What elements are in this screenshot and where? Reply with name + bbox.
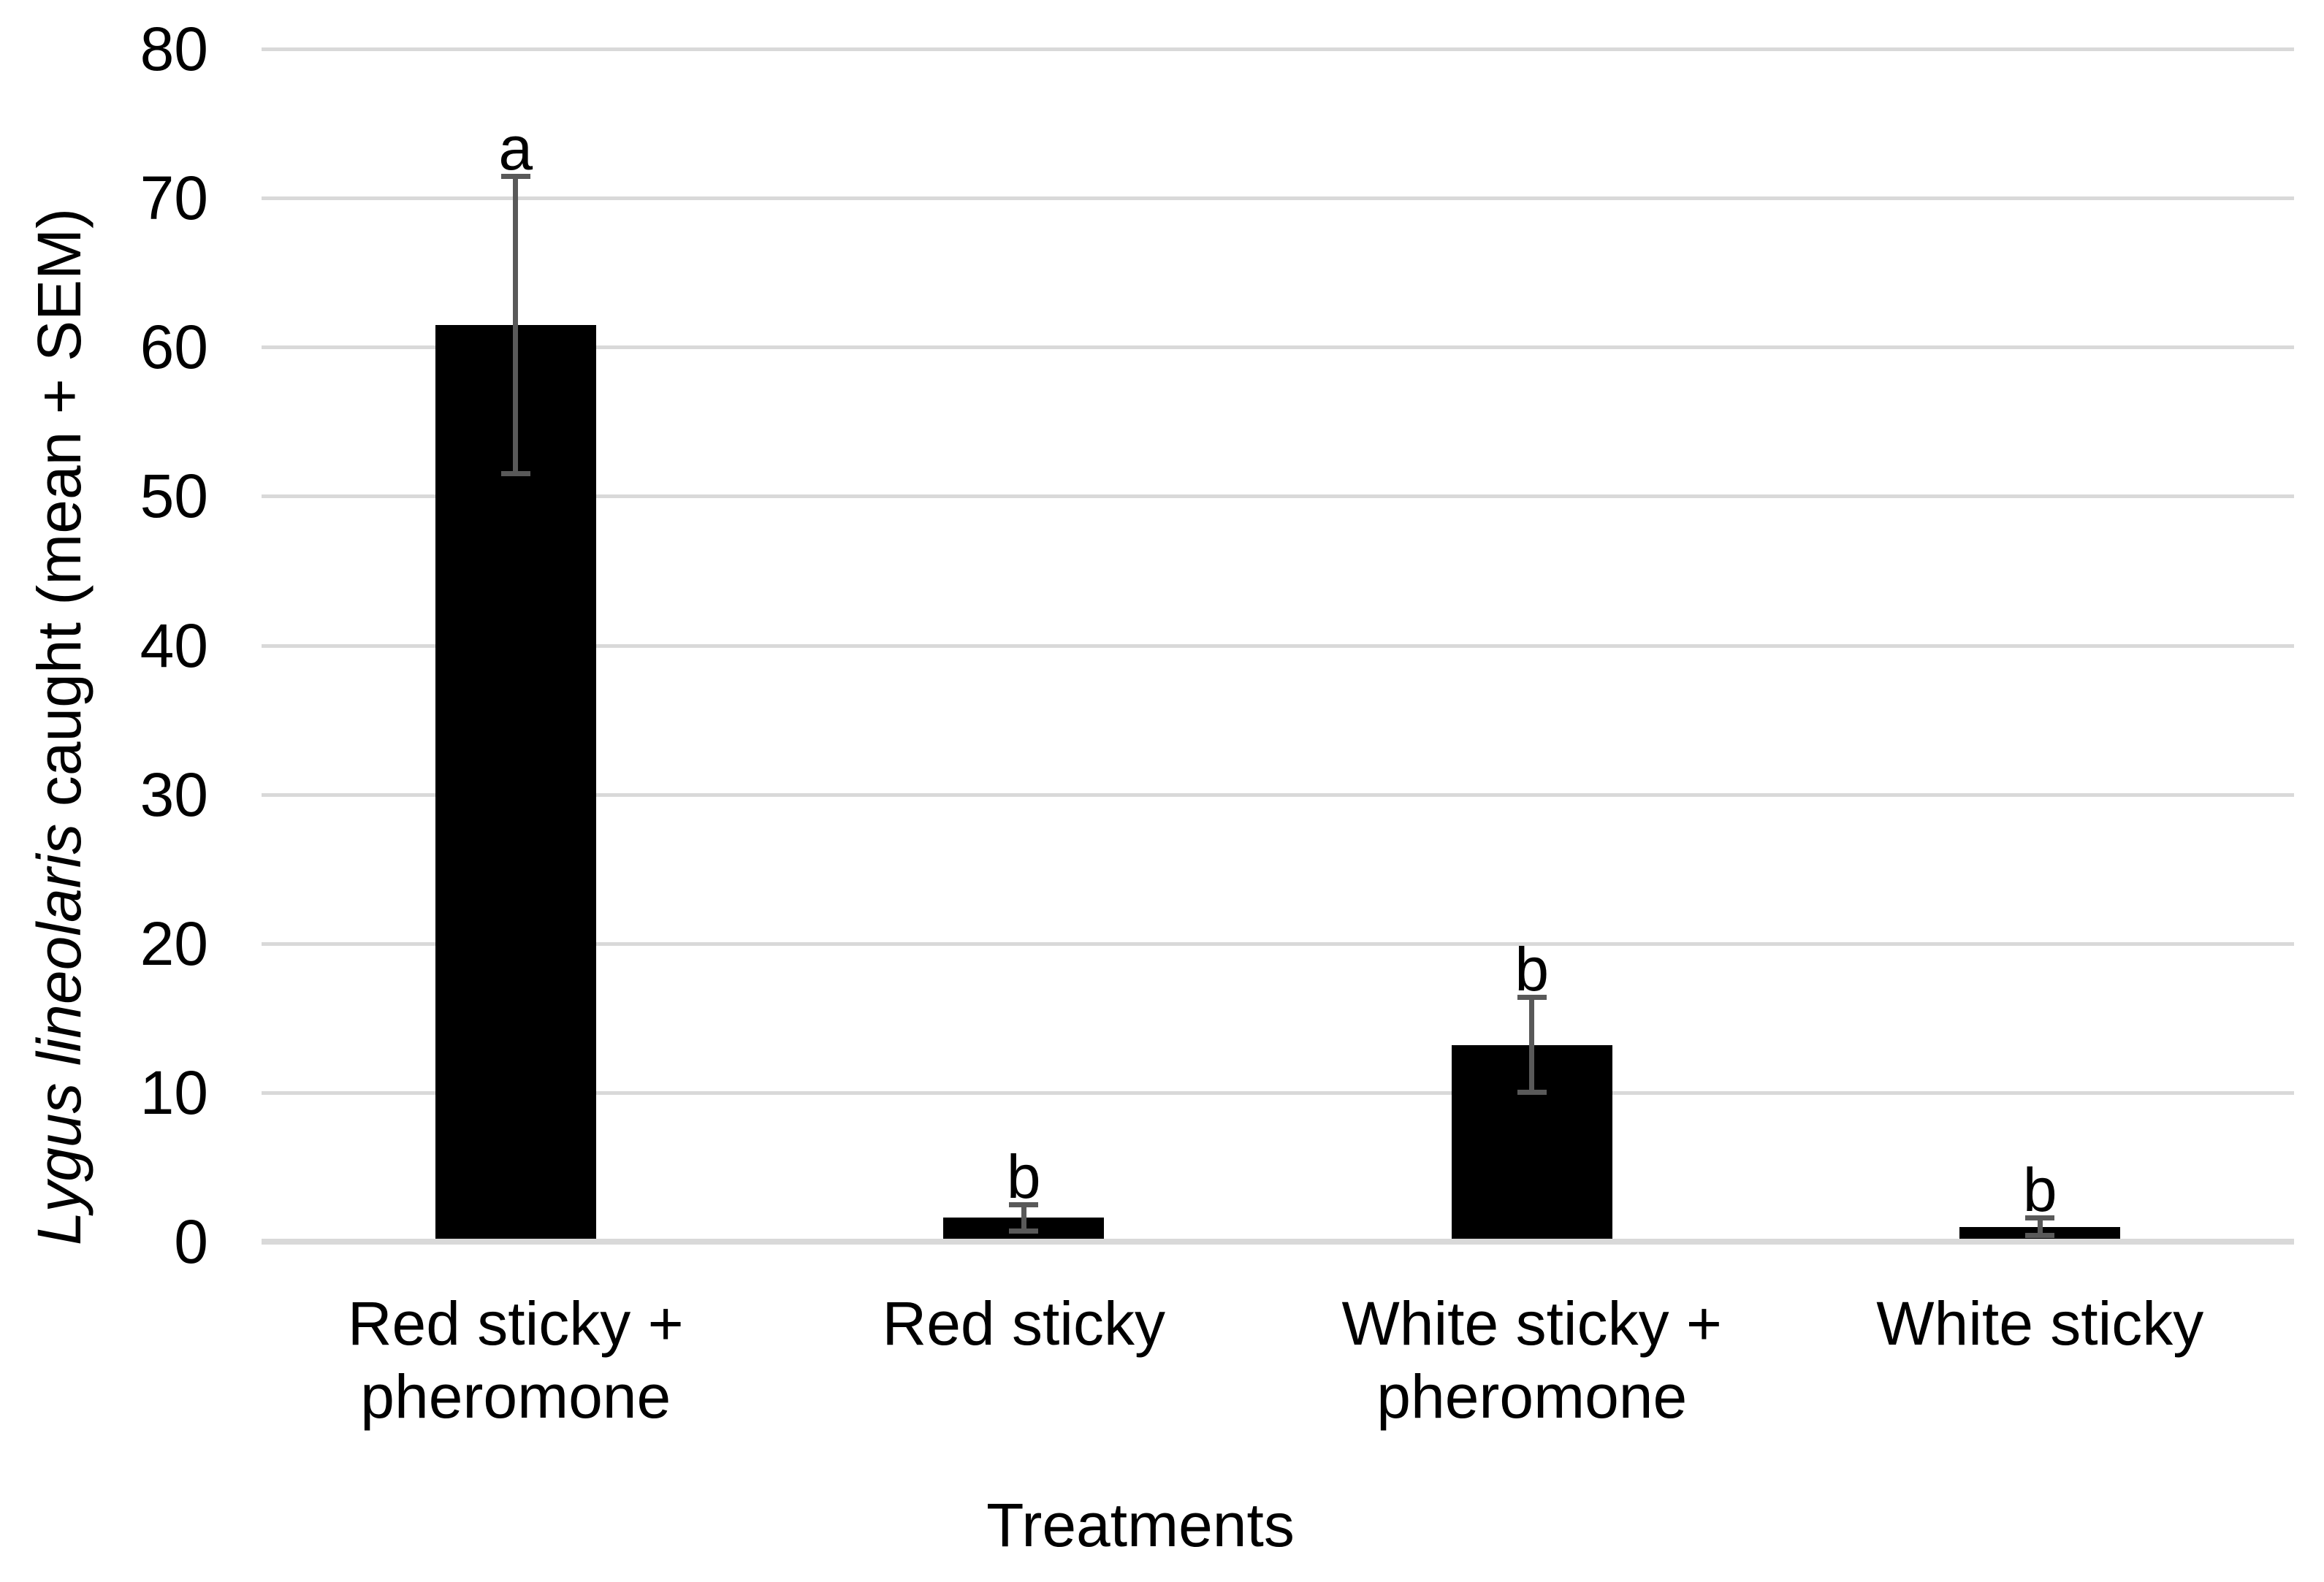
gridline	[262, 345, 2294, 350]
gridline	[262, 47, 2294, 51]
sig-letter: a	[498, 113, 533, 183]
sig-letter: b	[1006, 1142, 1041, 1211]
y-tick-label: 50	[140, 462, 208, 531]
y-tick-label: 30	[140, 760, 208, 829]
error-bar-cap-bottom	[1517, 1089, 1547, 1095]
y-tick-label: 60	[140, 313, 208, 382]
y-tick-label: 10	[140, 1058, 208, 1127]
y-tick-label: 20	[140, 909, 208, 978]
error-bar-line	[2037, 1218, 2043, 1236]
x-axis-title: Treatments	[986, 1491, 1295, 1559]
error-bar-cap-bottom	[500, 470, 530, 476]
sig-letter: b	[1515, 935, 1550, 1004]
gridline	[262, 941, 2294, 946]
category-label: White sticky	[1876, 1289, 2204, 1358]
error-bar-line	[1021, 1204, 1026, 1231]
y-axis-title: Lygus lineolaris caught (mean + SEM)	[18, 69, 100, 1384]
gridline	[262, 494, 2294, 499]
y-tick-label: 0	[174, 1207, 208, 1276]
error-bar-cap-top	[1009, 1201, 1039, 1207]
error-bar-cap-bottom	[1009, 1228, 1039, 1234]
y-tick-label: 70	[140, 164, 208, 233]
x-axis-line	[262, 1239, 2294, 1245]
error-bar-cap-bottom	[2025, 1232, 2055, 1238]
y-axis-title-species: Lygus lineolaris	[25, 823, 94, 1246]
error-bar-cap-top	[500, 173, 530, 179]
sig-letter: b	[2022, 1155, 2057, 1225]
gridline	[262, 196, 2294, 201]
bar	[435, 324, 596, 1242]
error-bar-line	[513, 175, 519, 474]
y-tick-label: 40	[140, 611, 208, 680]
category-label: Red sticky	[882, 1289, 1165, 1358]
category-label: Red sticky + pheromone	[347, 1289, 684, 1431]
y-tick-label: 80	[140, 15, 208, 83]
gridline	[262, 792, 2294, 797]
error-bar-cap-top	[1517, 995, 1547, 1001]
category-label: White sticky + pheromone	[1341, 1289, 1722, 1431]
error-bar-cap-top	[2025, 1215, 2055, 1221]
gridline	[262, 1090, 2294, 1095]
gridline	[262, 643, 2294, 648]
error-bar-line	[1529, 997, 1535, 1093]
